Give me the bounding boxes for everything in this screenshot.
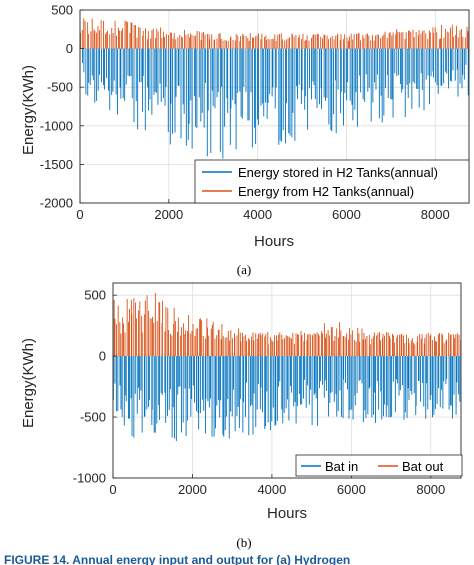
x-tick-label: 6000 bbox=[332, 207, 361, 222]
panel-b-sublabel: (b) bbox=[236, 535, 251, 550]
panel-a-ylabel: Energy(KWh) bbox=[20, 65, 37, 155]
y-tick-label: -500 bbox=[47, 80, 73, 95]
panel-a-legend-box bbox=[194, 159, 470, 204]
y-tick-label: 0 bbox=[99, 349, 106, 364]
x-tick-label: 8000 bbox=[416, 482, 445, 497]
panel-b-marks bbox=[112, 292, 462, 442]
y-tick-label: -500 bbox=[80, 410, 106, 425]
y-tick-label: 0 bbox=[66, 41, 73, 56]
x-tick-label: 2000 bbox=[178, 482, 207, 497]
legend-label-bat-in: Bat in bbox=[325, 459, 358, 474]
panel-b-axes bbox=[112, 282, 462, 479]
legend-label-stored-h2: Energy stored in H2 Tanks(annual) bbox=[238, 165, 438, 180]
panel-b-tick-labels: 0 2000 4000 6000 8000 500 0 -500 -1000 bbox=[73, 288, 446, 497]
panel-a-tick-labels: 0 2000 4000 6000 8000 500 0 -500 -1000 -1500 -2000 bbox=[40, 3, 450, 223]
panel-b-chart: 0 2000 4000 6000 8000 500 0 -500 -1000 Hours Ene… bbox=[20, 282, 463, 550]
y-tick-label: 500 bbox=[51, 3, 73, 18]
panel-a-sublabel: (a) bbox=[237, 262, 251, 277]
panel-a-legend: Energy stored in H2 Tanks(annual) Energy… bbox=[194, 159, 470, 204]
y-tick-label: -1000 bbox=[40, 118, 73, 133]
axes-frame bbox=[112, 282, 462, 479]
x-tick-label: 2000 bbox=[154, 207, 183, 222]
legend-label-from-h2: Energy from H2 Tanks(annual) bbox=[238, 184, 414, 199]
x-tick-label: 6000 bbox=[337, 482, 366, 497]
panel-a-chart: 0 2000 4000 6000 8000 500 0 -500 -1000 -1500 -2000… bbox=[20, 3, 470, 277]
legend-label-bat-out: Bat out bbox=[402, 459, 444, 474]
x-tick-label: 8000 bbox=[421, 207, 450, 222]
panel-a-xlabel: Hours bbox=[254, 233, 294, 250]
panel-b-legend: Bat in Bat out bbox=[295, 454, 463, 477]
panel-a-marks bbox=[79, 18, 469, 159]
y-tick-label: -1500 bbox=[40, 157, 73, 172]
figure-caption: FIGURE 14. Annual energy input and outpu… bbox=[4, 553, 350, 565]
panel-b-xlabel: Hours bbox=[267, 505, 307, 522]
x-tick-label: 0 bbox=[109, 482, 116, 497]
y-tick-label: -2000 bbox=[40, 196, 73, 211]
panel-b-ylabel: Energy(KWh) bbox=[20, 338, 37, 428]
y-tick-label: 500 bbox=[84, 288, 106, 303]
y-tick-label: -1000 bbox=[73, 471, 106, 486]
x-tick-label: 0 bbox=[76, 207, 83, 222]
x-tick-label: 4000 bbox=[243, 207, 272, 222]
x-tick-label: 4000 bbox=[257, 482, 286, 497]
